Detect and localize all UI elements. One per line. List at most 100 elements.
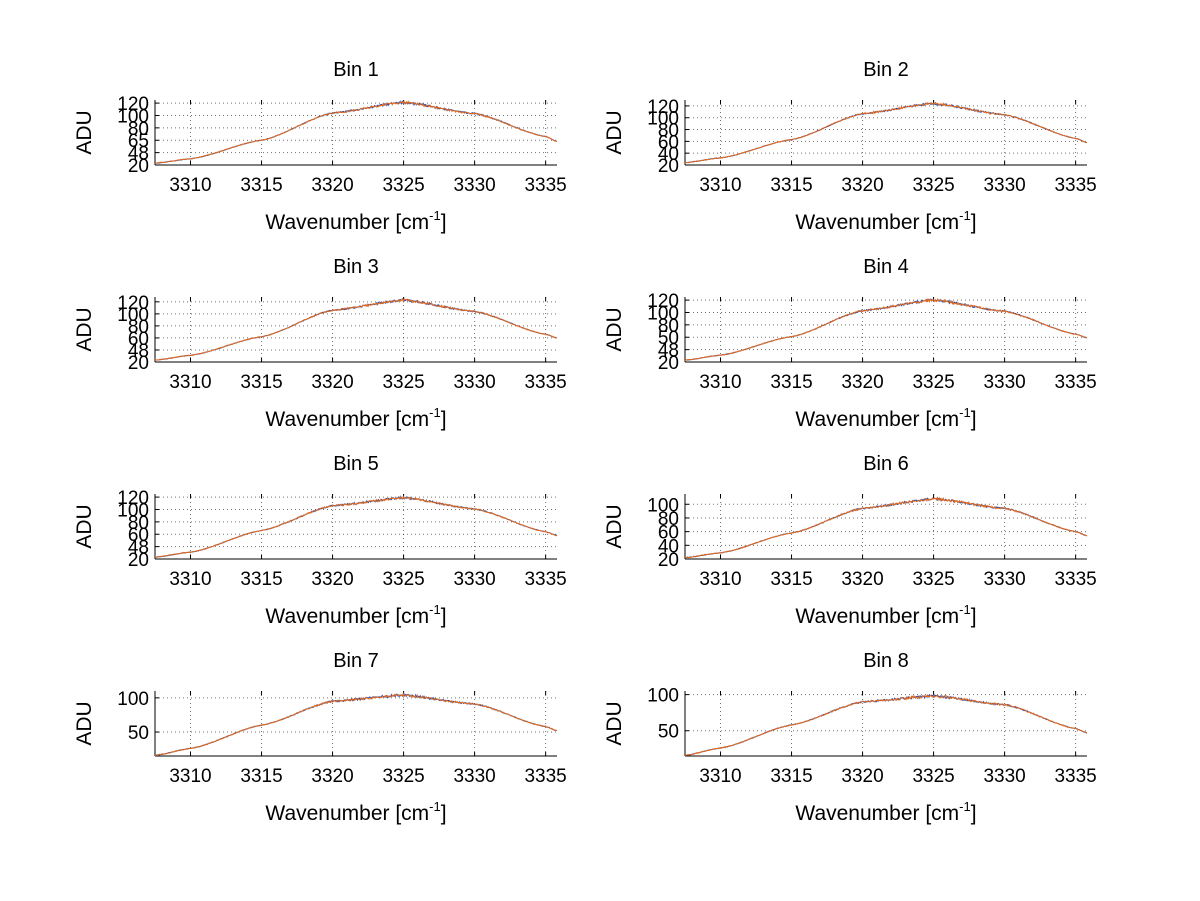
subplot-6: Bin 6 3310 3315 3320 3325 3330 3335 20406080100…: [603, 453, 1097, 628]
series-line-orange: [684, 694, 1088, 756]
y-tick-label: 100: [117, 689, 149, 710]
x-tick-label: 3325: [912, 372, 954, 393]
x-tick-label: 3310: [169, 766, 211, 787]
y-tick-label: 20: [128, 156, 149, 177]
x-tick-label: 3320: [311, 569, 353, 590]
y-tick-label: 100: [647, 303, 679, 324]
x-tick-label: 3320: [841, 175, 883, 196]
x-axis-label: Wavenumber [cm-1]: [265, 208, 446, 234]
x-axis-label-sup: -1: [959, 799, 971, 814]
x-axis-label-close: ]: [441, 408, 447, 431]
series-line-orange: [684, 101, 1087, 164]
subplot-title: Bin 2: [863, 59, 909, 81]
x-tick-label: 3330: [453, 766, 495, 787]
x-axis-label: Wavenumber [cm-1]: [265, 405, 446, 431]
subplot-title: Bin 5: [333, 453, 379, 475]
x-tick-label: 3335: [524, 569, 566, 590]
x-tick-label: 3325: [382, 175, 424, 196]
subplot-title: Bin 4: [863, 256, 909, 278]
y-tick-label: 50: [658, 328, 679, 349]
subplot-4: Bin 4 3310 3315 3320 3325 3330 3335 20485080100…: [603, 256, 1097, 431]
x-axis-label-main: Wavenumber [cm: [795, 211, 959, 234]
series-line-orange: [154, 692, 558, 756]
series-line-blue: [155, 495, 558, 558]
y-tick-label: 40: [658, 144, 679, 165]
series-line-blue: [684, 694, 1088, 756]
x-tick-label: 3325: [382, 372, 424, 393]
x-tick-label: 3320: [841, 766, 883, 787]
y-axis-label: ADU: [73, 110, 96, 154]
subplot-title: Bin 8: [863, 650, 909, 672]
x-tick-label: 3335: [1054, 372, 1096, 393]
x-axis-label-sup: -1: [959, 602, 971, 617]
x-tick-label: 3330: [453, 569, 495, 590]
series-line-blue: [684, 298, 1088, 361]
subplot-3: Bin 3 3310 3315 3320 3325 3330 3335 20486080100…: [73, 256, 567, 431]
x-axis-label-main: Wavenumber [cm: [265, 211, 429, 234]
y-tick-label: 20: [128, 353, 149, 374]
x-axis-label: Wavenumber [cm-1]: [265, 602, 446, 628]
y-tick-label: 50: [128, 723, 149, 744]
y-tick-label: 80: [658, 316, 679, 337]
x-tick-label: 3335: [1054, 175, 1096, 196]
y-tick-label: 48: [128, 144, 149, 165]
y-tick-label: 120: [117, 293, 149, 314]
y-tick-label: 80: [128, 513, 149, 534]
x-axis-label-close: ]: [441, 211, 447, 234]
x-axis-label-main: Wavenumber [cm: [795, 408, 959, 431]
x-tick-label: 3325: [912, 175, 954, 196]
x-axis-label-sup: -1: [429, 405, 441, 420]
x-tick-label: 3315: [240, 372, 282, 393]
y-axis-label: ADU: [603, 307, 626, 351]
x-tick-label: 3330: [453, 372, 495, 393]
y-tick-label: 100: [117, 106, 149, 127]
x-tick-label: 3310: [699, 766, 741, 787]
subplot-title: Bin 1: [333, 59, 379, 81]
series-line-orange: [684, 496, 1087, 559]
y-tick-label: 60: [128, 525, 149, 546]
x-tick-label: 3310: [699, 569, 741, 590]
y-tick-label: 100: [647, 109, 679, 130]
x-tick-label: 3325: [382, 569, 424, 590]
x-axis-label: Wavenumber [cm-1]: [265, 799, 446, 825]
x-tick-label: 3310: [699, 372, 741, 393]
x-axis-label-close: ]: [971, 605, 977, 628]
y-tick-label: 100: [647, 686, 679, 707]
x-tick-label: 3335: [1054, 766, 1096, 787]
y-tick-label: 120: [647, 291, 679, 312]
x-axis-label-main: Wavenumber [cm: [795, 802, 959, 825]
y-tick-label: 48: [128, 538, 149, 559]
x-tick-label: 3315: [770, 372, 812, 393]
x-axis-label-close: ]: [971, 211, 977, 234]
x-tick-label: 3335: [524, 766, 566, 787]
subplot-2: Bin 2 3310 3315 3320 3325 3330 3335 20406080100…: [603, 59, 1097, 234]
x-tick-label: 3310: [169, 569, 211, 590]
x-tick-label: 3330: [983, 766, 1025, 787]
x-tick-label: 3320: [311, 766, 353, 787]
x-axis-label: Wavenumber [cm-1]: [795, 799, 976, 825]
series-line-blue: [155, 100, 558, 164]
subplot-7: Bin 7 3310 3315 3320 3325 3330 3335 50 100 ADU Wav…: [73, 650, 567, 825]
subplot-title: Bin 7: [333, 650, 379, 672]
series-line-orange: [684, 297, 1088, 361]
x-tick-label: 3315: [770, 569, 812, 590]
y-tick-label: 20: [658, 156, 679, 177]
series-line-blue: [154, 692, 557, 756]
x-tick-label: 3315: [770, 175, 812, 196]
y-tick-label: 120: [117, 488, 149, 509]
series-line-blue: [685, 497, 1088, 559]
y-tick-label: 20: [658, 550, 679, 571]
subplot-title: Bin 6: [863, 453, 909, 475]
y-tick-label: 48: [128, 341, 149, 362]
y-tick-label: 100: [117, 500, 149, 521]
y-tick-label: 120: [117, 94, 149, 115]
x-tick-label: 3310: [169, 175, 211, 196]
y-tick-label: 120: [647, 97, 679, 118]
y-tick-label: 80: [128, 317, 149, 338]
x-tick-label: 3335: [1054, 569, 1096, 590]
x-axis-label-close: ]: [971, 408, 977, 431]
x-tick-label: 3325: [912, 766, 954, 787]
x-axis-label: Wavenumber [cm-1]: [795, 602, 976, 628]
y-axis-label: ADU: [73, 307, 96, 351]
